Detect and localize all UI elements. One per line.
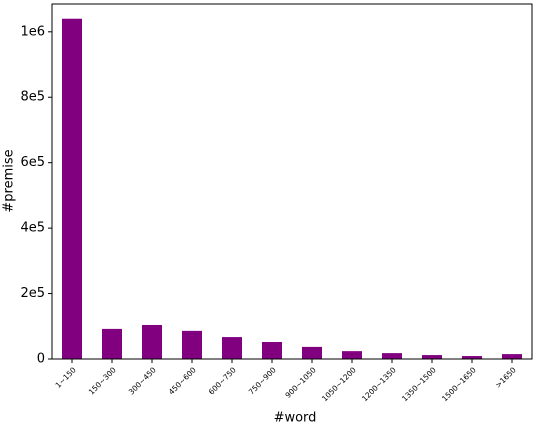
x-tick-label: 450~600 xyxy=(167,365,198,396)
y-axis-label: #premise xyxy=(2,149,17,212)
bar xyxy=(502,354,522,359)
bar xyxy=(142,324,162,359)
bar xyxy=(462,356,482,359)
x-tick-label: 1050~1200 xyxy=(320,365,358,403)
x-tick-label: 1~150 xyxy=(54,365,78,389)
plot-frame xyxy=(51,3,533,360)
bar xyxy=(422,355,442,359)
bar xyxy=(302,346,322,359)
bar xyxy=(182,330,202,359)
x-tick-label: 150~300 xyxy=(87,365,118,396)
x-tick-label: 750~900 xyxy=(247,365,278,396)
y-tick-label: 0 xyxy=(37,352,45,367)
bar xyxy=(382,353,402,359)
x-tick-label: 300~450 xyxy=(127,365,158,396)
bar xyxy=(62,18,82,359)
bar xyxy=(342,351,362,359)
x-tick-label: 1200~1350 xyxy=(360,365,398,403)
x-axis-label: #word xyxy=(274,411,317,424)
bar xyxy=(262,341,282,359)
x-tick-label: >1650 xyxy=(494,365,518,389)
bar xyxy=(102,328,122,359)
x-tick-label: 1350~1500 xyxy=(400,365,438,403)
y-tick-label: 8e5 xyxy=(20,90,45,105)
bar xyxy=(222,337,242,359)
y-tick-label: 4e5 xyxy=(20,221,45,236)
y-tick-label: 6e5 xyxy=(20,155,45,170)
y-tick-label: 1e6 xyxy=(20,24,45,39)
x-tick-label: 900~1050 xyxy=(283,365,318,400)
x-tick-label: 600~750 xyxy=(207,365,238,396)
y-tick-label: 2e5 xyxy=(20,286,45,301)
x-tick-label: 1500~1650 xyxy=(440,365,478,403)
